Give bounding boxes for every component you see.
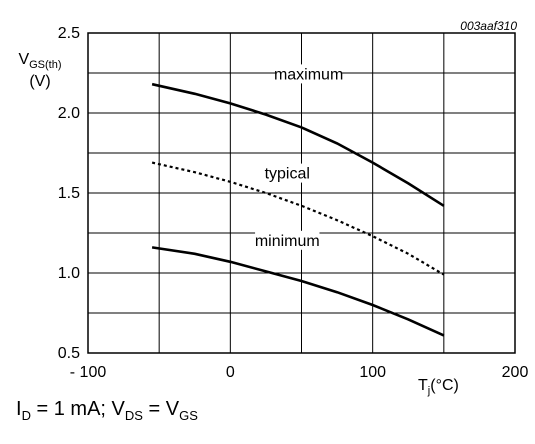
series-label-maximum: maximum <box>274 66 343 83</box>
series-layer: maximum typical minimum <box>152 64 444 335</box>
caption-vgs: V <box>166 398 179 420</box>
y-tick-label: 2.0 <box>58 105 80 122</box>
figure-code: 003aaf310 <box>460 19 517 33</box>
y-tick-label: 1.5 <box>58 185 80 202</box>
y-axis-label-main: V <box>18 51 29 68</box>
x-tick-label: 100 <box>359 364 386 381</box>
x-tick-label: 0 <box>226 364 235 381</box>
caption-eq2: = <box>143 398 166 420</box>
x-axis-label-main: T <box>418 377 428 394</box>
caption-eq1: = 1 mA; <box>31 398 112 420</box>
y-tick-label: 0.5 <box>58 345 80 362</box>
y-axis-label: VGS(th) <box>18 51 61 71</box>
caption-id-sub: D <box>22 408 31 423</box>
series-line-maximum <box>152 84 444 206</box>
caption-vgs-sub: GS <box>179 408 198 423</box>
y-tick-label: 1.0 <box>58 265 80 282</box>
caption-vds: V <box>112 398 125 420</box>
y-axis-unit: (V) <box>29 73 50 90</box>
x-tick-label: 200 <box>502 364 529 381</box>
x-axis-label: Tj(°C) <box>418 377 459 397</box>
x-axis-label-unit: (°C) <box>430 377 459 394</box>
y-axis-label-sub: GS(th) <box>29 59 61 71</box>
x-tick-label: - 100 <box>70 364 107 381</box>
y-tick-label: 2.5 <box>58 25 80 42</box>
series-label-typical: typical <box>265 166 310 183</box>
series-line-minimum <box>152 247 444 335</box>
caption-vds-sub: DS <box>125 408 143 423</box>
series-label-minimum: minimum <box>255 233 320 250</box>
test-conditions-caption: ID = 1 mA; VDS = VGS <box>16 398 198 423</box>
